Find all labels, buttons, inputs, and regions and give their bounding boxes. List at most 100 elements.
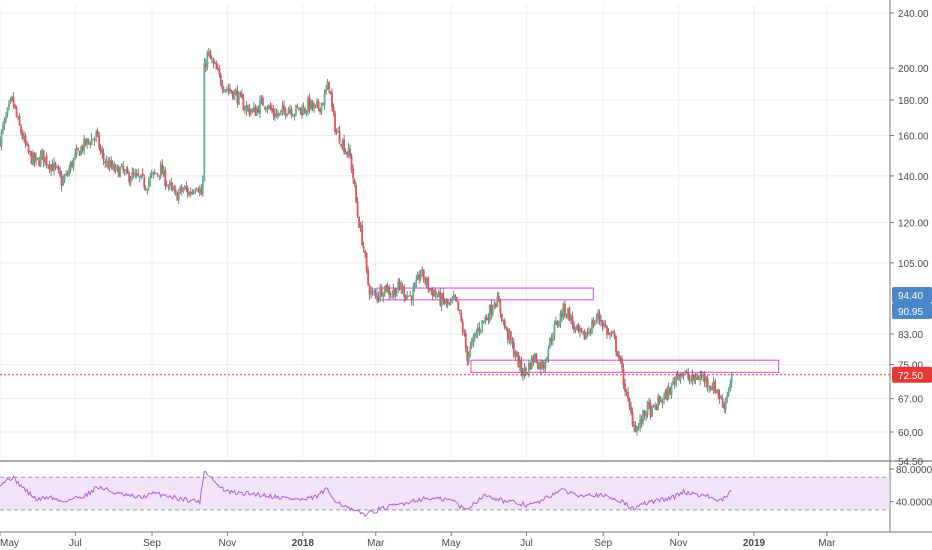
candle-body	[334, 113, 336, 133]
candle-body	[383, 286, 386, 295]
candle-body	[182, 189, 185, 192]
candle-body	[493, 303, 496, 308]
zone-rectangle[interactable]	[376, 287, 594, 301]
candle-body	[281, 106, 284, 112]
time-tick-label: Nov	[670, 538, 688, 549]
candle-body	[514, 355, 517, 357]
candle-body	[500, 313, 503, 322]
candle-body	[379, 287, 382, 298]
candle-body	[529, 362, 532, 370]
candle-body	[570, 315, 572, 321]
candle-body	[123, 170, 126, 172]
candle-body	[323, 93, 326, 106]
candle-body	[472, 336, 475, 343]
zone-rectangle[interactable]	[470, 359, 780, 373]
candle-body	[428, 289, 431, 291]
candle-body	[320, 103, 323, 113]
candle-body	[502, 320, 505, 322]
candle-body	[439, 291, 442, 306]
candle-body	[125, 169, 128, 171]
candle-body	[370, 291, 373, 294]
candle-body	[9, 99, 12, 103]
candle-body	[14, 104, 16, 108]
candle-body	[17, 117, 19, 119]
candle-body	[684, 372, 687, 374]
candle-body	[147, 181, 150, 188]
rsi-tick-label: 40.0000	[896, 498, 932, 509]
candle-body	[368, 285, 371, 295]
candle-body	[499, 301, 502, 313]
price-axis[interactable]: 240.00 200.00 180.00 160.00 140.00 120.00 105.…	[890, 9, 932, 468]
candle-body	[71, 161, 74, 167]
candle-body	[433, 292, 436, 297]
candle-body	[215, 62, 218, 70]
price-tick-label: 75.00	[898, 361, 923, 372]
candle-body	[75, 148, 78, 155]
candle-body	[448, 303, 451, 305]
candle-body	[80, 146, 83, 155]
candle-body	[68, 168, 71, 175]
candle-body	[373, 291, 376, 293]
candle-body	[23, 135, 25, 139]
rsi-axis[interactable]: 80.0000 40.0000	[890, 465, 932, 509]
candle-body	[174, 189, 177, 192]
candle-body	[543, 362, 545, 369]
candle-body	[634, 425, 637, 433]
candle-body	[637, 426, 640, 428]
candle-body	[111, 163, 114, 168]
candle-body	[32, 153, 34, 165]
candle-body	[325, 89, 327, 93]
candle-body	[164, 170, 167, 186]
candle-body	[352, 168, 354, 179]
candle-body	[422, 269, 425, 280]
support-zones	[376, 287, 780, 373]
candle-body	[494, 303, 497, 308]
candle-body	[730, 374, 733, 383]
candle-body	[186, 188, 189, 195]
candle-body	[77, 147, 80, 150]
candle-body	[488, 305, 491, 321]
candle-body	[517, 352, 520, 368]
candle-body	[586, 332, 589, 334]
candle-body	[138, 176, 141, 178]
candle-body	[688, 378, 691, 380]
candle-body	[473, 334, 476, 338]
candle-body	[362, 245, 365, 249]
price-badge-label: 90.95	[898, 307, 923, 318]
candle-body	[51, 164, 54, 172]
candle-body	[310, 100, 312, 109]
candle-body	[487, 317, 490, 321]
candle-body	[562, 303, 565, 318]
candle-body	[304, 108, 306, 113]
candle-body	[511, 341, 514, 344]
candle-body	[308, 97, 311, 110]
time-tick-label: May	[0, 538, 19, 549]
candle-body	[546, 358, 548, 362]
candle-body	[631, 412, 634, 426]
candle-body	[395, 291, 398, 297]
candle-body	[18, 116, 21, 126]
candle-body	[615, 336, 617, 352]
candle-body	[239, 92, 242, 95]
time-axis[interactable]: May Jul Sep Nov 2018 Mar May Jul Sep Nov 2019 Mar	[0, 532, 836, 549]
candle-body	[403, 286, 406, 298]
candle-body	[678, 373, 681, 380]
candle-body	[170, 181, 173, 186]
rsi-band	[0, 477, 890, 510]
candle-body	[266, 109, 269, 111]
candle-body	[673, 381, 676, 384]
candle-body	[326, 80, 329, 90]
candle-body	[515, 351, 518, 356]
candle-body	[284, 109, 287, 116]
time-tick-label: Jul	[69, 538, 82, 549]
candle-body	[262, 97, 264, 106]
candle-body	[295, 105, 297, 115]
candle-body	[427, 278, 430, 290]
candle-body	[2, 125, 4, 131]
candle-body	[153, 172, 156, 174]
candle-body	[335, 131, 338, 133]
candle-body	[3, 119, 6, 127]
candle-body	[265, 107, 267, 109]
candle-body	[110, 160, 113, 167]
